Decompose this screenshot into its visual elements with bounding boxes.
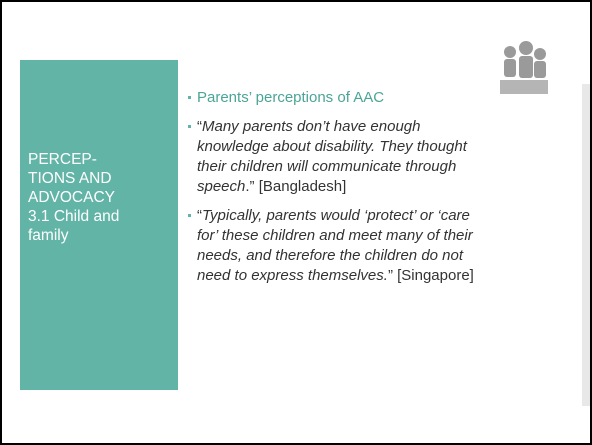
content: Parents’ perceptions of AAC “Many parent…	[188, 88, 488, 295]
bullet: “Typically, parents would ‘protect’ or ‘…	[188, 206, 488, 286]
people-icon	[500, 41, 548, 94]
open-quote: “	[197, 207, 202, 224]
quote: Many parents don’t have enough knowledge…	[197, 118, 467, 195]
bullet-heading: Parents’ perceptions of AAC	[188, 88, 488, 108]
bullet: “Many parents don’t have enough knowledg…	[188, 117, 488, 197]
sidebar-title: PERCEP- TIONS AND ADVOCACY 3.1 Child and fam…	[28, 150, 119, 245]
open-quote: “	[197, 118, 202, 135]
title-line: PERCEP-	[28, 151, 97, 168]
close-quote: .”	[245, 178, 255, 195]
sidebar: PERCEP- TIONS AND ADVOCACY 3.1 Child and fam…	[20, 60, 178, 390]
close-quote: ”	[387, 267, 393, 284]
title-line: family	[28, 227, 69, 244]
title-line: 3.1 Child and	[28, 208, 120, 225]
title-line: ADVOCACY	[28, 189, 115, 206]
source: [Bangladesh]	[258, 178, 347, 195]
title-line: TIONS AND	[28, 170, 112, 187]
quote: Typically, parents would ‘protect’ or ‘c…	[197, 207, 473, 284]
heading: Parents’ perceptions of AAC	[197, 89, 385, 106]
gray-panel	[582, 84, 590, 406]
source: [Singapore]	[397, 267, 474, 284]
